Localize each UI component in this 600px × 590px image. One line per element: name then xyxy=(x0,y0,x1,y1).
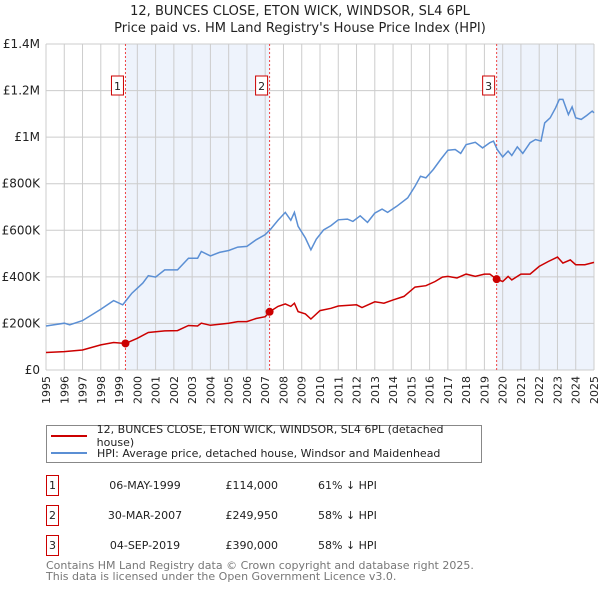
x-tick-label: 2002 xyxy=(168,376,181,404)
y-tick-label: £800K xyxy=(2,177,42,191)
x-tick-label: 2001 xyxy=(150,376,163,404)
legend: 12, BUNCES CLOSE, ETON WICK, WINDSOR, SL… xyxy=(46,423,482,463)
x-tick-label: 2010 xyxy=(314,376,327,404)
x-tick-label: 2021 xyxy=(515,376,528,404)
x-tick-label: 2015 xyxy=(405,376,418,404)
legend-label: 12, BUNCES CLOSE, ETON WICK, WINDSOR, SL… xyxy=(96,423,444,449)
x-tick-label: 1999 xyxy=(113,376,126,404)
x-tick-label: 1997 xyxy=(77,376,90,404)
sale-date: 04-SEP-2019 xyxy=(109,539,181,552)
price-chart: 1995 1996 1997 1998 1999 2000 2001 2002 2003 2004… xyxy=(2,37,600,404)
table-row: 1 06-MAY-1999 £114,000 61% ↓ HPI xyxy=(46,475,446,497)
sale-marker-box xyxy=(110,75,124,96)
x-tick-label: 2008 xyxy=(277,376,290,404)
x-tick-label: 2014 xyxy=(387,376,400,404)
legend-item-hpi: HPI: Average price, detached house, Wind… xyxy=(51,445,440,461)
sale-price: £114,000 xyxy=(225,479,279,492)
legend-label: HPI: Average price, detached house, Wind… xyxy=(97,446,441,460)
y-tick-label: £400K xyxy=(2,270,42,284)
y-tick-label: £600K xyxy=(2,223,42,237)
x-tick-label: 2007 xyxy=(259,376,272,404)
sale-point-marker xyxy=(121,339,130,348)
footer: Contains HM Land Registry data © Crown c… xyxy=(46,560,474,582)
table-row: 2 30-MAR-2007 £249,950 58% ↓ HPI xyxy=(46,505,446,527)
x-tick-label: 2005 xyxy=(223,376,236,404)
sale-marker-label: 3 xyxy=(485,80,492,93)
sale-price: £249,950 xyxy=(225,509,279,522)
x-tick-label: 2020 xyxy=(497,376,510,404)
hpi-diff: 58% ↓ HPI xyxy=(318,509,377,522)
sale-price: £390,000 xyxy=(225,539,279,552)
x-tick-label: 1995 xyxy=(40,376,53,404)
marker-badge: 3 xyxy=(46,535,59,556)
shaded-period xyxy=(125,44,270,370)
x-tick-label: 2013 xyxy=(369,376,382,404)
sale-marker-label: 2 xyxy=(258,80,265,93)
x-tick-label: 2025 xyxy=(588,376,600,404)
y-tick-label: £0 xyxy=(25,363,40,377)
x-tick-label: 2009 xyxy=(296,376,309,404)
sale-date: 06-MAY-1999 xyxy=(109,479,181,492)
footer-line: This data is licensed under the Open Gov… xyxy=(46,570,397,583)
sale-date: 30-MAR-2007 xyxy=(107,509,183,522)
hpi-diff: 61% ↓ HPI xyxy=(318,479,377,492)
y-tick-label: £200K xyxy=(2,316,42,330)
chart-subtitle: Price paid vs. HM Land Registry's House … xyxy=(114,21,486,36)
marker-badge: 2 xyxy=(46,505,59,526)
y-tick-label: £1.4M xyxy=(3,37,40,51)
x-tick-label: 1996 xyxy=(58,376,71,404)
x-tick-label: 2003 xyxy=(186,376,199,404)
y-tick-label: £1.2M xyxy=(3,84,40,98)
sale-point-marker xyxy=(492,275,501,284)
x-tick-label: 2004 xyxy=(204,376,217,404)
sale-marker-label: 1 xyxy=(114,80,121,93)
x-tick-label: 2011 xyxy=(332,376,345,404)
x-tick-label: 2018 xyxy=(460,376,473,404)
table-row: 3 04-SEP-2019 £390,000 58% ↓ HPI xyxy=(46,535,446,557)
footer-line: Contains HM Land Registry data © Crown c… xyxy=(46,559,474,572)
legend-line-red xyxy=(51,435,87,437)
legend-line-blue xyxy=(51,452,87,454)
x-tick-label: 2012 xyxy=(351,376,364,404)
x-tick-label: 2000 xyxy=(131,376,144,404)
hpi-line xyxy=(45,98,595,327)
hpi-diff: 58% ↓ HPI xyxy=(318,539,377,552)
x-tick-label: 2023 xyxy=(551,376,564,404)
x-tick-label: 2017 xyxy=(442,376,455,404)
x-tick-label: 2016 xyxy=(424,376,437,404)
x-tick-label: 2022 xyxy=(533,376,546,404)
sale-point-marker xyxy=(265,307,274,316)
shaded-period xyxy=(496,44,594,370)
sale-marker-box xyxy=(482,75,496,96)
marker-badge: 1 xyxy=(46,475,59,496)
legend-item-property: 12, BUNCES CLOSE, ETON WICK, WINDSOR, SL… xyxy=(51,423,481,449)
x-tick-label: 2006 xyxy=(241,376,254,404)
x-tick-label: 2019 xyxy=(478,376,491,404)
x-tick-label: 2024 xyxy=(570,376,583,404)
sale-marker-box xyxy=(255,75,269,96)
chart-title: 12, BUNCES CLOSE, ETON WICK, WINDSOR, SL… xyxy=(130,4,470,19)
property-price-line xyxy=(45,256,595,354)
y-tick-label: £1M xyxy=(14,130,40,144)
x-tick-label: 1998 xyxy=(95,376,108,404)
